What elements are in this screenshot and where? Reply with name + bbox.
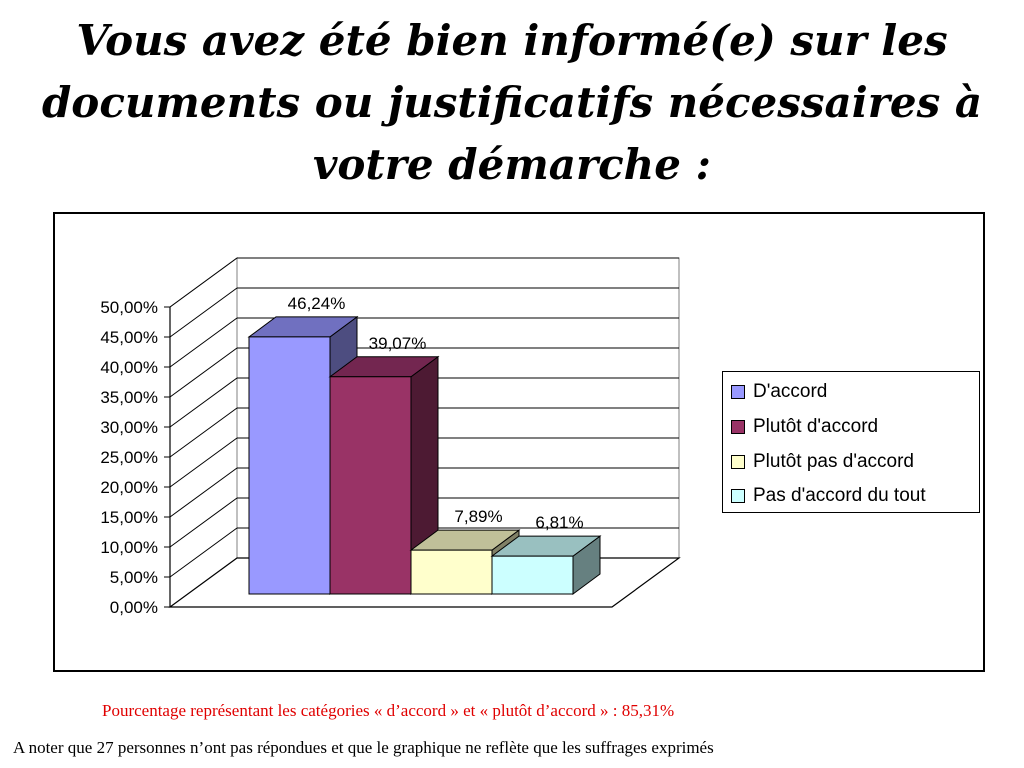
y-tick-label: 35,00% bbox=[100, 388, 158, 407]
legend-item: Plutôt pas d'accord bbox=[731, 450, 914, 474]
data-label: 6,81% bbox=[535, 513, 583, 532]
legend-label: Pas d'accord du tout bbox=[753, 485, 926, 506]
legend-swatch bbox=[731, 420, 745, 434]
legend-item: Plutôt d'accord bbox=[731, 415, 878, 439]
y-tick-label: 10,00% bbox=[100, 538, 158, 557]
data-label: 46,24% bbox=[288, 294, 346, 313]
legend-swatch bbox=[731, 455, 745, 469]
bar bbox=[248, 336, 331, 595]
gridline bbox=[169, 497, 238, 548]
bar bbox=[491, 555, 574, 595]
legend-swatch bbox=[731, 489, 745, 503]
legend-label: Plutôt d'accord bbox=[753, 416, 879, 437]
y-tick-label: 40,00% bbox=[100, 358, 158, 377]
gridline bbox=[169, 527, 238, 578]
y-tick-label: 5,00% bbox=[110, 568, 158, 587]
bar bbox=[410, 549, 493, 595]
title-line: votre démarche : bbox=[312, 140, 712, 189]
title-line: Vous avez été bien informé(e) sur les bbox=[76, 16, 948, 65]
y-tick-label: 20,00% bbox=[100, 478, 158, 497]
gridline bbox=[169, 437, 238, 488]
y-tick-label: 0,00% bbox=[110, 598, 158, 617]
legend-item: D'accord bbox=[731, 380, 827, 404]
gridline bbox=[169, 257, 238, 308]
data-label: 7,89% bbox=[454, 507, 502, 526]
disclaimer-note: A noter que 27 personnes n’ont pas répon… bbox=[13, 738, 714, 757]
slide-title: Vous avez été bien informé(e) sur les do… bbox=[40, 10, 984, 196]
gridline bbox=[169, 407, 238, 458]
y-tick-label: 50,00% bbox=[100, 298, 158, 317]
bar bbox=[329, 376, 412, 595]
y-tick-label: 25,00% bbox=[100, 448, 158, 467]
gridline bbox=[169, 467, 238, 518]
title-line: documents ou justificatifs nécessaires à bbox=[41, 78, 983, 127]
legend-label: D'accord bbox=[753, 381, 828, 402]
y-tick-label: 15,00% bbox=[100, 508, 158, 527]
summary-note: Pourcentage représentant les catégories … bbox=[102, 701, 675, 720]
gridline bbox=[169, 287, 238, 338]
y-tick-label: 30,00% bbox=[100, 418, 158, 437]
gridline bbox=[169, 317, 238, 368]
gridline bbox=[169, 377, 238, 428]
y-tick-label: 45,00% bbox=[100, 328, 158, 347]
gridline bbox=[169, 347, 238, 398]
legend-item: Pas d'accord du tout bbox=[731, 484, 926, 508]
chart-legend: D'accord Plutôt d'accord Plutôt pas d'ac… bbox=[722, 371, 980, 513]
legend-swatch bbox=[731, 385, 745, 399]
legend-label: Plutôt pas d'accord bbox=[753, 451, 914, 472]
data-label: 39,07% bbox=[369, 334, 427, 353]
